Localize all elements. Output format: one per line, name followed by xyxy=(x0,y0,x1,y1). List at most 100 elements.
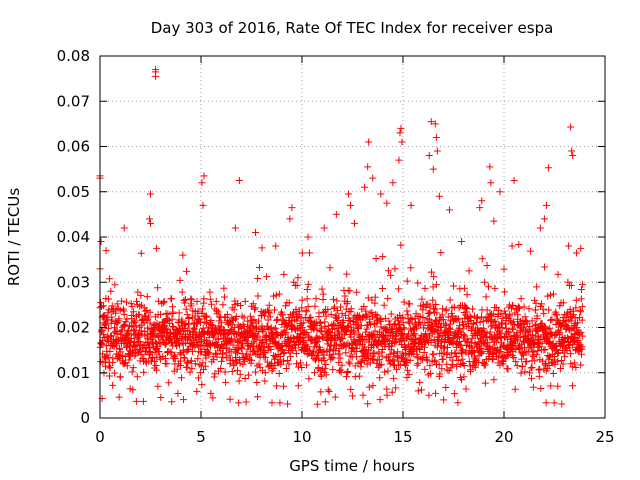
data-point xyxy=(445,324,453,332)
data-point xyxy=(359,391,367,399)
data-point xyxy=(431,305,439,313)
data-point xyxy=(442,384,450,392)
data-point xyxy=(481,361,489,369)
data-point xyxy=(559,299,567,307)
data-point xyxy=(318,285,326,293)
data-point xyxy=(228,367,236,375)
data-point xyxy=(244,371,252,379)
y-tick-label: 0.08 xyxy=(57,47,90,65)
data-point xyxy=(222,349,230,357)
data-point xyxy=(427,118,435,126)
data-point xyxy=(339,335,347,343)
data-point xyxy=(443,343,451,351)
data-point xyxy=(304,303,312,311)
data-point xyxy=(377,323,385,331)
data-point xyxy=(165,319,173,327)
data-point xyxy=(361,343,369,351)
data-point xyxy=(321,364,329,372)
data-point xyxy=(509,302,517,310)
data-point xyxy=(567,281,575,289)
data-point xyxy=(384,367,392,375)
data-point xyxy=(336,354,344,362)
data-point xyxy=(567,350,575,358)
data-point xyxy=(118,297,126,305)
data-point xyxy=(526,247,534,255)
data-point xyxy=(435,361,443,369)
data-point xyxy=(160,297,168,305)
data-point xyxy=(474,313,482,321)
data-point xyxy=(355,372,363,380)
data-point xyxy=(272,291,280,299)
data-point xyxy=(263,358,271,366)
data-point xyxy=(529,383,537,391)
data-point xyxy=(294,382,302,390)
data-point xyxy=(411,330,419,338)
data-point xyxy=(233,346,241,354)
data-point xyxy=(311,302,319,310)
data-point xyxy=(539,305,547,313)
data-point xyxy=(133,342,141,350)
data-point xyxy=(220,293,228,301)
data-point xyxy=(330,320,338,328)
data-point xyxy=(450,303,458,311)
data-point xyxy=(569,382,577,390)
data-point xyxy=(280,357,288,365)
data-point xyxy=(511,385,519,393)
data-point xyxy=(186,368,194,376)
data-point xyxy=(441,343,449,351)
data-point xyxy=(333,317,341,325)
data-point xyxy=(238,345,246,353)
data-point xyxy=(311,369,319,377)
data-point xyxy=(241,375,249,383)
data-point xyxy=(322,371,330,379)
data-point xyxy=(353,288,361,296)
data-point xyxy=(137,291,145,299)
data-point xyxy=(465,267,473,275)
data-point xyxy=(429,296,437,304)
data-point xyxy=(346,360,354,368)
data-point xyxy=(461,284,469,292)
data-point xyxy=(308,335,316,343)
data-point xyxy=(405,370,413,378)
data-point xyxy=(435,192,443,200)
data-point xyxy=(394,357,402,365)
data-point xyxy=(354,322,362,330)
data-point xyxy=(533,283,541,291)
data-point xyxy=(559,360,567,368)
data-point xyxy=(252,228,260,236)
data-point xyxy=(169,310,177,318)
data-point xyxy=(453,316,461,324)
data-point xyxy=(128,303,136,311)
data-point xyxy=(547,316,555,324)
data-point xyxy=(249,300,257,308)
data-point xyxy=(106,275,114,283)
data-point xyxy=(544,325,552,333)
x-tick-label: 0 xyxy=(95,428,105,446)
data-point xyxy=(550,399,558,407)
data-point xyxy=(430,273,438,281)
data-point xyxy=(241,353,249,361)
data-point xyxy=(391,265,399,273)
data-point xyxy=(303,295,311,303)
data-point xyxy=(433,309,441,317)
data-point xyxy=(220,326,228,334)
data-point xyxy=(395,156,403,164)
data-point xyxy=(453,362,461,370)
data-point xyxy=(577,244,585,252)
data-point xyxy=(504,327,512,335)
data-point xyxy=(325,388,333,396)
data-point xyxy=(490,376,498,384)
data-point xyxy=(309,348,317,356)
data-point xyxy=(279,346,287,354)
data-point xyxy=(237,302,245,310)
data-point xyxy=(418,295,426,303)
data-point xyxy=(506,310,514,318)
data-point xyxy=(552,342,560,350)
data-point xyxy=(413,353,421,361)
data-point xyxy=(337,303,345,311)
data-point xyxy=(305,249,313,257)
data-point xyxy=(535,366,543,374)
data-point xyxy=(307,313,315,321)
data-point xyxy=(260,353,268,361)
data-point xyxy=(285,360,293,368)
